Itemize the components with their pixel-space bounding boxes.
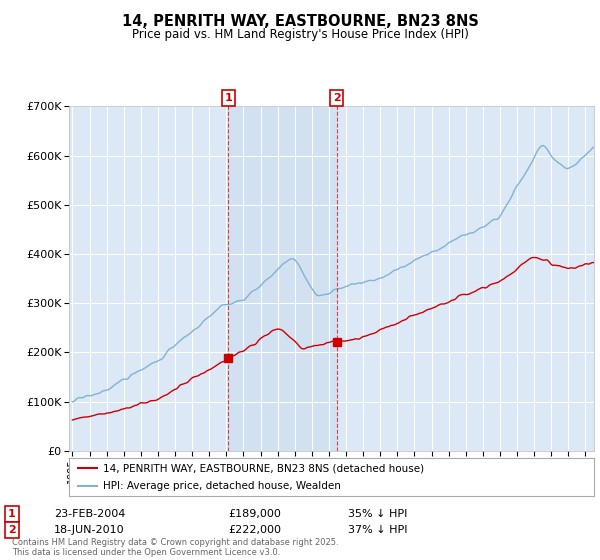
Text: 18-JUN-2010: 18-JUN-2010 [54, 525, 125, 535]
Text: 2: 2 [8, 525, 16, 535]
Text: Price paid vs. HM Land Registry's House Price Index (HPI): Price paid vs. HM Land Registry's House … [131, 28, 469, 41]
Text: 14, PENRITH WAY, EASTBOURNE, BN23 8NS (detached house): 14, PENRITH WAY, EASTBOURNE, BN23 8NS (d… [103, 463, 424, 473]
Text: 23-FEB-2004: 23-FEB-2004 [54, 509, 125, 519]
Text: Contains HM Land Registry data © Crown copyright and database right 2025.
This d: Contains HM Land Registry data © Crown c… [12, 538, 338, 557]
Text: 14, PENRITH WAY, EASTBOURNE, BN23 8NS: 14, PENRITH WAY, EASTBOURNE, BN23 8NS [122, 14, 478, 29]
Text: £189,000: £189,000 [228, 509, 281, 519]
Bar [229, 106, 337, 451]
Text: 1: 1 [224, 93, 232, 103]
Text: 35% ↓ HPI: 35% ↓ HPI [348, 509, 407, 519]
Text: 37% ↓ HPI: 37% ↓ HPI [348, 525, 407, 535]
Text: 1: 1 [8, 509, 16, 519]
Text: £222,000: £222,000 [228, 525, 281, 535]
Text: 2: 2 [333, 93, 341, 103]
Text: HPI: Average price, detached house, Wealden: HPI: Average price, detached house, Weal… [103, 481, 341, 491]
